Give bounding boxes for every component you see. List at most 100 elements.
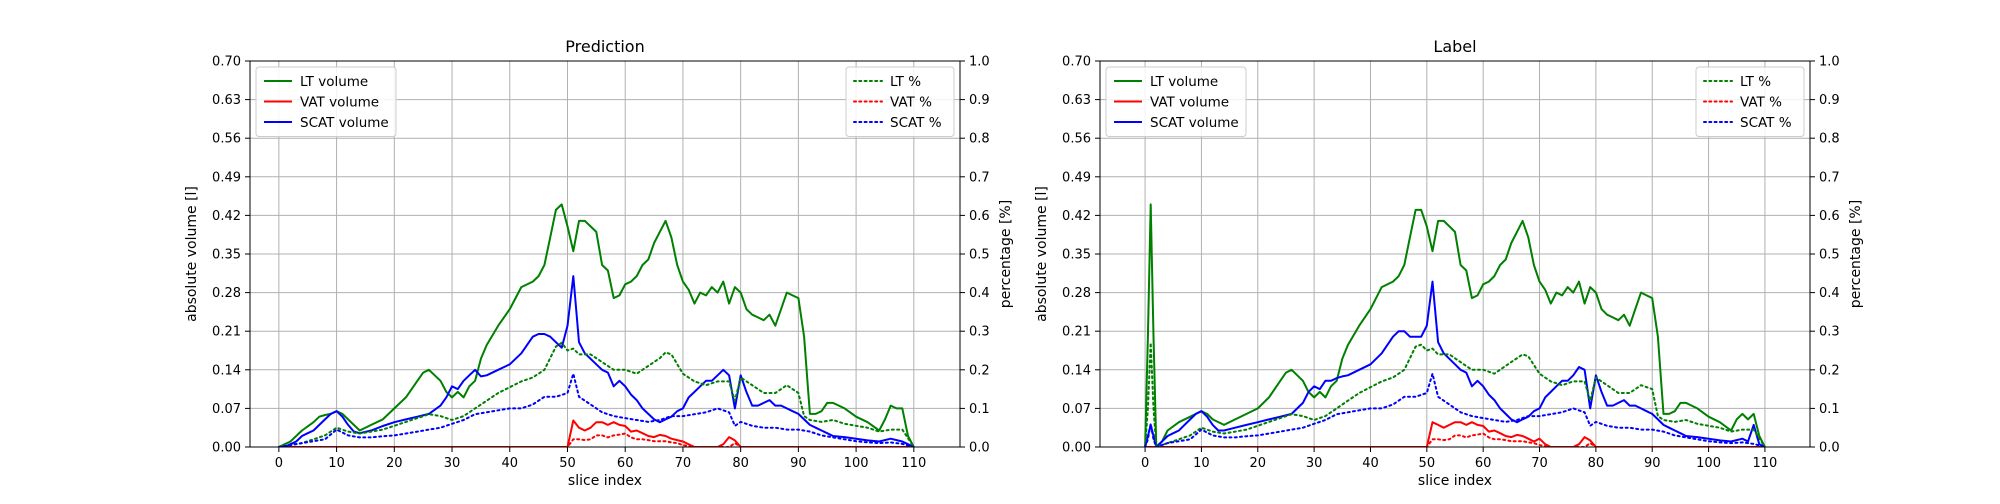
legend-entry: VAT %	[890, 95, 932, 111]
y-tick-label: 0.28	[1062, 286, 1091, 301]
legend-box	[1695, 66, 1805, 137]
x-tick-label: 30	[444, 456, 461, 471]
y-tick-label: 0.42	[212, 209, 241, 224]
legend-entry: LT %	[1740, 74, 1771, 90]
x-tick-label: 110	[901, 456, 926, 471]
x-tick-label: 100	[1696, 456, 1721, 471]
series-line-lt-	[277, 341, 915, 447]
y-tick-label: 0.63	[212, 93, 241, 108]
y2-tick-label: 0.0	[969, 441, 990, 456]
chart-0: 0 10 20 30 40 50 60 70 80 90 100 110 0.00 0.07 0.14 0.2…	[184, 37, 1014, 489]
y2-tick-label: 0.1	[1819, 402, 1840, 417]
y2-tick-label: 0.5	[1819, 248, 1840, 263]
y-axis-label: absolute volume [l]	[1034, 186, 1050, 322]
y2-tick-label: 0.9	[1819, 93, 1840, 108]
legend-box	[1105, 66, 1247, 137]
x-tick-label: 70	[1531, 456, 1548, 471]
y2-tick-label: 0.7	[969, 170, 990, 185]
y2-tick-label: 0.0	[1819, 441, 1840, 456]
y2-tick-label: 0.2	[969, 363, 990, 378]
y-tick-label: 0.42	[1062, 209, 1091, 224]
x-tick-label: 90	[1644, 456, 1661, 471]
y2-tick-label: 0.4	[1819, 286, 1840, 301]
legend-left: LT volume VAT volume SCAT volume	[255, 66, 397, 137]
legend-entry: VAT volume	[300, 95, 379, 111]
y2-axis-label: percentage [%]	[998, 200, 1014, 308]
legend-entry: LT %	[890, 74, 921, 90]
legend-entry: SCAT %	[890, 115, 942, 131]
y2-tick-label: 0.1	[969, 402, 990, 417]
y2-tick-label: 0.4	[969, 286, 990, 301]
series-line-vat-volume	[1145, 421, 1765, 447]
x-tick-label: 20	[1250, 456, 1267, 471]
legend-entry: SCAT volume	[1150, 115, 1239, 131]
chart-title: Prediction	[565, 37, 644, 56]
y-tick-label: 0.70	[212, 55, 241, 70]
y-tick-label: 0.07	[1062, 402, 1091, 417]
y-tick-label: 0.14	[1062, 363, 1091, 378]
x-tick-label: 80	[1588, 456, 1605, 471]
x-tick-label: 110	[1753, 456, 1778, 471]
series-line-lt-volume	[278, 203, 915, 447]
y2-tick-label: 1.0	[969, 55, 990, 70]
x-axis-label: slice index	[1418, 473, 1492, 489]
y-tick-label: 0.21	[212, 325, 241, 340]
y2-tick-label: 0.7	[1819, 170, 1840, 185]
legend-box	[845, 66, 955, 137]
y-tick-label: 0.00	[212, 441, 241, 456]
x-tick-label: 60	[617, 456, 634, 471]
series-line-scat-volume	[278, 275, 915, 447]
x-tick-label: 80	[732, 456, 749, 471]
y2-tick-label: 0.3	[1819, 325, 1840, 340]
y-tick-label: 0.49	[1062, 170, 1091, 185]
x-tick-label: 0	[275, 456, 283, 471]
series-line-vat-volume	[278, 419, 914, 447]
legend-entry: VAT %	[1740, 95, 1782, 111]
y-tick-label: 0.14	[212, 363, 241, 378]
x-tick-label: 40	[1362, 456, 1379, 471]
series-group	[277, 203, 915, 447]
x-tick-label: 40	[501, 456, 518, 471]
y-tick-label: 0.00	[1062, 441, 1091, 456]
x-tick-label: 30	[1306, 456, 1323, 471]
y-tick-label: 0.63	[1062, 93, 1091, 108]
legend-entry: LT volume	[1150, 74, 1218, 90]
y-tick-label: 0.56	[212, 132, 241, 147]
x-tick-label: 20	[386, 456, 403, 471]
y-tick-label: 0.21	[1062, 325, 1091, 340]
y-tick-label: 0.35	[212, 248, 241, 263]
x-tick-label: 100	[844, 456, 869, 471]
y2-tick-label: 0.2	[1819, 363, 1840, 378]
y2-tick-label: 1.0	[1819, 55, 1840, 70]
y2-tick-label: 0.5	[969, 248, 990, 263]
x-tick-label: 70	[675, 456, 692, 471]
legend-entry: SCAT volume	[300, 115, 389, 131]
x-tick-label: 10	[1193, 456, 1210, 471]
series-line-vat-	[277, 432, 915, 447]
x-tick-label: 60	[1475, 456, 1492, 471]
series-line-lt-volume	[1144, 203, 1766, 447]
legend-entry: VAT volume	[1150, 95, 1229, 111]
y-axis-label: absolute volume [l]	[184, 186, 200, 322]
series-line-scat-	[1144, 372, 1766, 447]
legend-left: LT volume VAT volume SCAT volume	[1105, 66, 1247, 137]
y2-tick-label: 0.3	[969, 325, 990, 340]
x-tick-label: 0	[1141, 456, 1149, 471]
y2-tick-label: 0.6	[969, 209, 990, 224]
legend-right: LT % VAT % SCAT %	[1695, 66, 1805, 137]
y-tick-label: 0.35	[1062, 248, 1091, 263]
y2-axis-label: percentage [%]	[1848, 200, 1864, 308]
x-axis-label: slice index	[568, 473, 642, 489]
legend-entry: SCAT %	[1740, 115, 1792, 131]
series-group	[1144, 203, 1766, 447]
series-line-vat-	[1144, 432, 1766, 447]
y2-tick-label: 0.8	[1819, 132, 1840, 147]
x-tick-label: 50	[1419, 456, 1436, 471]
legend-entry: LT volume	[300, 74, 368, 90]
y-tick-label: 0.56	[1062, 132, 1091, 147]
legend-right: LT % VAT % SCAT %	[845, 66, 955, 137]
y-tick-label: 0.28	[212, 286, 241, 301]
y-tick-label: 0.07	[212, 402, 241, 417]
x-tick-label: 50	[559, 456, 576, 471]
